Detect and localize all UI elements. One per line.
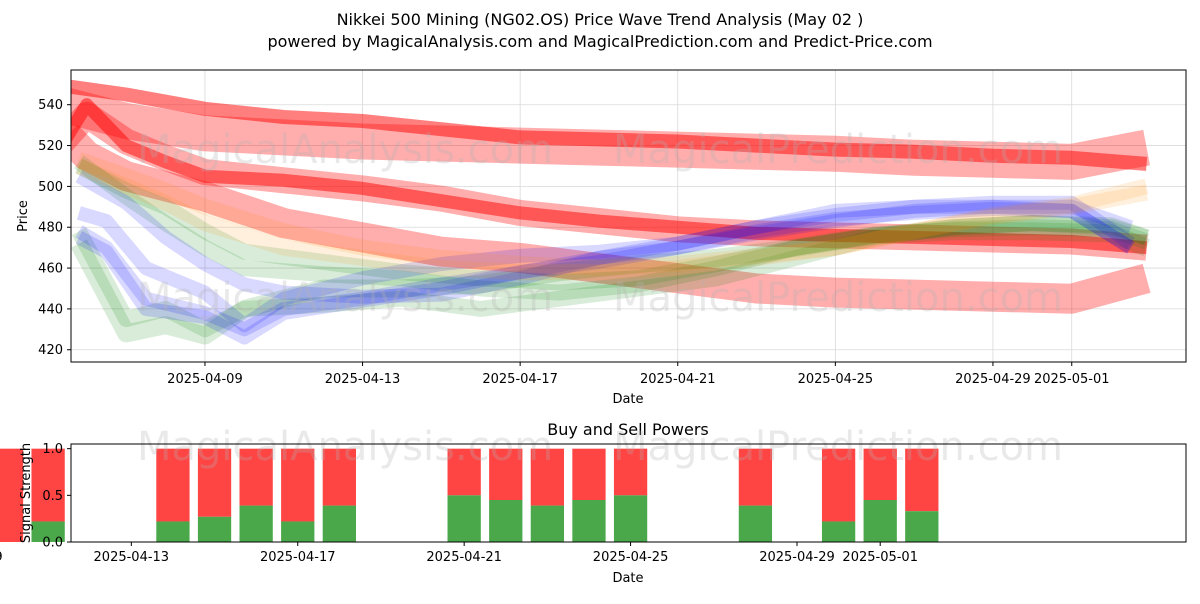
watermark-top-left: MagicalAnalysis.com: [137, 127, 553, 173]
signal-plot-frame: [70, 443, 1187, 543]
signal-y-ticks: 0.0 0.5 1.0: [42, 442, 71, 551]
sell-bar-2025-04-24: [572, 448, 606, 500]
sell-bar-2025-04-14: [156, 448, 190, 522]
signal-y-axis-label: Signal Strength: [19, 443, 34, 543]
chart-title-line2: powered by MagicalAnalysis.com and Magic…: [267, 32, 932, 51]
sell-bar-2025-04-10: [0, 448, 24, 542]
wave-band-red-3: [71, 98, 1148, 255]
sell-bar-2025-04-21: [447, 448, 481, 496]
signal-y-tick-label: 0.0: [42, 536, 63, 551]
wave-band-red-4: [71, 124, 1151, 314]
buy-bar-2025-04-15: [197, 516, 232, 542]
price-y-tick-label: 540: [38, 98, 63, 113]
watermark-bottom-right: MagicalPrediction.com: [613, 424, 1063, 470]
price-x-axis-label: Date: [612, 392, 643, 407]
price-x-tick-label: 2025-04-29: [955, 372, 1031, 387]
price-y-tick-label: 500: [38, 180, 63, 195]
buy-bar-2025-04-21: [447, 495, 481, 542]
buy-bar-2025-05-01: [863, 500, 897, 542]
signal-x-axis-label: Date: [612, 571, 643, 586]
wave-band-blue-11: [75, 170, 1134, 304]
signal-x-tick-label: 2025-05-01: [842, 550, 918, 565]
wave-band-green-7: [74, 155, 1150, 301]
sell-bar-2025-04-16: [239, 448, 273, 506]
buy-bar-2025-04-30: [821, 521, 856, 542]
sell-bar-2025-04-22: [489, 448, 523, 500]
price-x-tick-label: 2025-04-17: [482, 372, 558, 387]
wave-band-blue-10: [75, 199, 1135, 345]
sell-bar-2025-04-11: [31, 448, 65, 522]
buy-bar-2025-04-14: [156, 521, 190, 542]
signal-y-tick-label: 1.0: [42, 442, 63, 457]
chart-title-line1: Nikkei 500 Mining (NG02.OS) Price Wave T…: [337, 10, 864, 29]
signal-x-tick-label: 2025-04-09: [0, 550, 3, 565]
watermark-mid-right: MagicalPrediction.com: [613, 275, 1063, 321]
signal-x-ticks: 2025-04-09 2025-04-13 2025-04-17 2025-04-21…: [0, 542, 918, 565]
price-x-tick-label: 2025-05-01: [1034, 372, 1110, 387]
sell-bar-2025-04-28: [738, 448, 773, 506]
sell-bar-2025-04-25: [613, 448, 648, 496]
signal-panel-title: Buy and Sell Powers: [547, 420, 709, 439]
price-y-ticks: 420 440 460 480 500 520 540: [38, 98, 71, 358]
signal-panel: Buy and Sell Powers MagicalAnalysis.com …: [0, 420, 1187, 586]
signal-y-tick-label: 0.5: [42, 489, 63, 504]
price-plot-frame: [70, 69, 1187, 363]
buy-bar-2025-04-11: [31, 521, 65, 542]
buy-bar-2025-04-16: [239, 505, 273, 542]
buy-bar-2025-04-25: [613, 495, 648, 542]
signal-x-tick-label: 2025-04-17: [260, 550, 336, 565]
buy-bar-2025-04-22: [489, 500, 523, 542]
price-y-tick-label: 520: [38, 139, 63, 154]
buy-bar-2025-05-02: [905, 511, 939, 542]
watermark-mid-left: MagicalAnalysis.com: [137, 275, 553, 321]
sell-bar-2025-04-17: [281, 448, 315, 522]
wave-band-blue-12: [76, 195, 1135, 333]
price-panel: MagicalAnalysis.com MagicalPrediction.co…: [16, 69, 1187, 407]
price-y-tick-label: 440: [38, 302, 63, 317]
wave-band-blue-9: [75, 201, 1135, 337]
wave-band-orange-13: [75, 158, 1149, 281]
signal-x-tick-label: 2025-04-25: [593, 550, 669, 565]
wave-band-orange-14: [76, 152, 1149, 277]
watermark-top-right: MagicalPrediction.com: [613, 127, 1063, 173]
price-y-axis-label: Price: [16, 200, 31, 232]
buy-bar-2025-04-18: [322, 505, 356, 542]
price-x-tick-label: 2025-04-25: [798, 372, 874, 387]
sell-bar-2025-05-02: [905, 448, 939, 512]
signal-x-tick-label: 2025-04-21: [426, 550, 502, 565]
wave-band-green-8: [75, 158, 1150, 291]
watermark-bottom-left: MagicalAnalysis.com: [137, 424, 553, 470]
buy-bar-2025-04-28: [738, 505, 773, 542]
price-x-tick-label: 2025-04-09: [167, 372, 243, 387]
price-x-tick-label: 2025-04-13: [325, 372, 401, 387]
sell-bar-2025-04-18: [322, 448, 356, 506]
sell-bar-2025-04-15: [197, 448, 232, 517]
signal-x-tick-label: 2025-04-13: [94, 550, 170, 565]
wave-band-green-6: [71, 222, 1150, 345]
price-y-tick-label: 460: [38, 262, 63, 277]
price-y-tick-label: 480: [38, 221, 63, 236]
price-x-tick-label: 2025-04-21: [640, 372, 716, 387]
buy-bar-2025-04-24: [572, 500, 606, 542]
sell-bar-2025-04-23: [530, 448, 565, 506]
price-bands: [71, 79, 1151, 345]
wave-band-green-5: [71, 215, 1149, 338]
wave-band-red-1: [71, 79, 1148, 171]
buy-bar-2025-04-23: [530, 505, 565, 542]
sell-bar-2025-04-30: [821, 448, 856, 522]
sell-bar-2025-05-01: [863, 448, 897, 500]
buy-bar-2025-04-17: [281, 521, 315, 542]
signal-x-tick-label: 2025-04-29: [759, 550, 835, 565]
signal-bars: [0, 448, 939, 542]
price-y-tick-label: 420: [38, 343, 63, 358]
price-x-ticks: 2025-04-09 2025-04-13 2025-04-17 2025-04-21…: [167, 362, 1110, 387]
